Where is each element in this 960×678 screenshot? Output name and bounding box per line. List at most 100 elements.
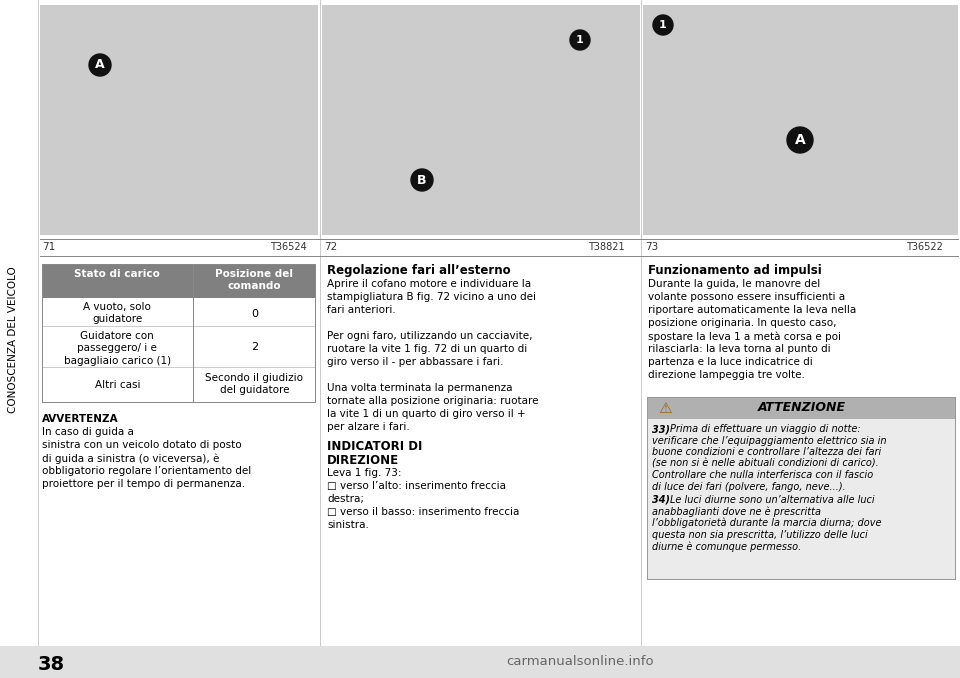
Text: 1: 1 xyxy=(660,20,667,30)
Text: sinistra con un veicolo dotato di posto: sinistra con un veicolo dotato di posto xyxy=(42,440,242,450)
Text: ATTENZIONE: ATTENZIONE xyxy=(757,401,846,414)
Bar xyxy=(641,0,642,648)
Text: questa non sia prescritta, l’utilizzo delle luci: questa non sia prescritta, l’utilizzo de… xyxy=(652,530,868,540)
Text: riportare automaticamente la leva nella: riportare automaticamente la leva nella xyxy=(648,305,856,315)
Text: 0: 0 xyxy=(251,309,258,319)
Text: 73: 73 xyxy=(645,242,659,252)
Text: carmanualsonline.info: carmanualsonline.info xyxy=(506,655,654,668)
Text: 38: 38 xyxy=(38,655,65,674)
Text: ⚠: ⚠ xyxy=(659,401,672,416)
Text: In caso di guida a: In caso di guida a xyxy=(42,427,133,437)
Text: A: A xyxy=(795,133,805,147)
Text: (se non si è nelle abituali condizioni di carico).: (se non si è nelle abituali condizioni d… xyxy=(652,458,878,468)
Text: posizione originaria. In questo caso,: posizione originaria. In questo caso, xyxy=(648,318,836,328)
Text: obbligatorio regolare l’orientamento del: obbligatorio regolare l’orientamento del xyxy=(42,466,252,476)
Text: Funzionamento ad impulsi: Funzionamento ad impulsi xyxy=(648,264,822,277)
Text: CONOSCENZA DEL VEICOLO: CONOSCENZA DEL VEICOLO xyxy=(8,266,18,414)
Text: tornate alla posizione originaria: ruotare: tornate alla posizione originaria: ruota… xyxy=(327,396,539,406)
Bar xyxy=(0,0,38,678)
Text: 1: 1 xyxy=(576,35,584,45)
Text: direzione lampeggia tre volte.: direzione lampeggia tre volte. xyxy=(648,370,804,380)
Text: proiettore per il tempo di permanenza.: proiettore per il tempo di permanenza. xyxy=(42,479,245,489)
Text: Altri casi: Altri casi xyxy=(95,380,140,390)
Text: Guidatore con
passeggero/ i e
bagagliaio carico (1): Guidatore con passeggero/ i e bagagliaio… xyxy=(63,331,171,366)
Text: Le luci diurne sono un’alternativa alle luci: Le luci diurne sono un’alternativa alle … xyxy=(670,495,875,505)
Bar xyxy=(193,264,194,402)
Bar xyxy=(322,5,640,235)
Text: spostare la leva 1 a metà corsa e poi: spostare la leva 1 a metà corsa e poi xyxy=(648,331,841,342)
Text: Aprire il cofano motore e individuare la: Aprire il cofano motore e individuare la xyxy=(327,279,531,289)
Text: per alzare i fari.: per alzare i fari. xyxy=(327,422,410,432)
Bar xyxy=(647,397,956,398)
Text: 33): 33) xyxy=(652,424,670,434)
Text: AVVERTENZA: AVVERTENZA xyxy=(42,414,119,424)
Bar xyxy=(647,579,956,580)
Circle shape xyxy=(570,30,590,50)
Bar xyxy=(647,397,956,419)
Text: Posizione del
comando: Posizione del comando xyxy=(215,269,294,292)
Circle shape xyxy=(411,169,433,191)
Bar xyxy=(42,368,316,402)
Text: stampigliatura B fig. 72 vicino a uno dei: stampigliatura B fig. 72 vicino a uno de… xyxy=(327,292,536,302)
Text: T36522: T36522 xyxy=(906,242,943,252)
Text: diurne è comunque permesso.: diurne è comunque permesso. xyxy=(652,541,802,551)
Text: 71: 71 xyxy=(42,242,56,252)
Text: Prima di effettuare un viaggio di notte:: Prima di effettuare un viaggio di notte: xyxy=(670,424,860,434)
Text: fari anteriori.: fari anteriori. xyxy=(327,305,396,315)
Bar xyxy=(647,397,648,579)
Text: A vuoto, solo
guidatore: A vuoto, solo guidatore xyxy=(84,302,152,324)
Bar xyxy=(0,646,960,678)
Text: volante possono essere insufficienti a: volante possono essere insufficienti a xyxy=(648,292,845,302)
Bar xyxy=(42,402,316,403)
Text: verificare che l’equipaggiamento elettrico sia in: verificare che l’equipaggiamento elettri… xyxy=(652,435,886,445)
Text: INDICATORI DI: INDICATORI DI xyxy=(327,440,422,453)
Text: 34): 34) xyxy=(652,495,670,505)
Text: T38821: T38821 xyxy=(588,242,625,252)
Text: anabbaglianti dove ne è prescritta: anabbaglianti dove ne è prescritta xyxy=(652,506,821,517)
Text: □ verso l’alto: inserimento freccia: □ verso l’alto: inserimento freccia xyxy=(327,481,506,491)
Text: ruotare la vite 1 fig. 72 di un quarto di: ruotare la vite 1 fig. 72 di un quarto d… xyxy=(327,344,527,354)
Text: partenza e la luce indicatrice di: partenza e la luce indicatrice di xyxy=(648,357,813,367)
Bar xyxy=(42,264,316,265)
Bar xyxy=(40,256,959,257)
Bar xyxy=(42,264,193,298)
Circle shape xyxy=(653,15,673,35)
Text: di guida a sinistra (o viceversa), è: di guida a sinistra (o viceversa), è xyxy=(42,453,220,464)
Bar xyxy=(643,5,958,235)
Text: Leva 1 fig. 73:: Leva 1 fig. 73: xyxy=(327,468,401,478)
Text: Stato di carico: Stato di carico xyxy=(75,269,160,279)
Text: 2: 2 xyxy=(251,342,258,352)
Text: la vite 1 di un quarto di giro verso il +: la vite 1 di un quarto di giro verso il … xyxy=(327,409,526,419)
Text: 72: 72 xyxy=(324,242,337,252)
Text: B: B xyxy=(418,174,427,186)
Bar xyxy=(42,298,316,326)
Text: sinistra.: sinistra. xyxy=(327,520,369,530)
Bar xyxy=(38,0,39,648)
Text: Durante la guida, le manovre del: Durante la guida, le manovre del xyxy=(648,279,820,289)
Text: l’obbligatorietà durante la marcia diurna; dove: l’obbligatorietà durante la marcia diurn… xyxy=(652,518,881,528)
Text: T36524: T36524 xyxy=(270,242,307,252)
Bar xyxy=(320,0,321,648)
Bar xyxy=(193,264,316,298)
Circle shape xyxy=(89,54,111,76)
Bar xyxy=(315,264,316,402)
Bar xyxy=(42,326,316,327)
Circle shape xyxy=(787,127,813,153)
Bar xyxy=(42,327,316,367)
Text: giro verso il - per abbassare i fari.: giro verso il - per abbassare i fari. xyxy=(327,357,503,367)
Text: Controllare che nulla interferisca con il fascio: Controllare che nulla interferisca con i… xyxy=(652,470,874,480)
Text: □ verso il basso: inserimento freccia: □ verso il basso: inserimento freccia xyxy=(327,507,519,517)
Text: rilasciarla: la leva torna al punto di: rilasciarla: la leva torna al punto di xyxy=(648,344,830,354)
Bar xyxy=(40,239,959,240)
Bar xyxy=(42,264,43,402)
Text: Una volta terminata la permanenza: Una volta terminata la permanenza xyxy=(327,383,513,393)
Text: di luce dei fari (polvere, fango, neve...).: di luce dei fari (polvere, fango, neve..… xyxy=(652,481,846,492)
Bar xyxy=(40,5,318,235)
Text: Secondo il giudizio
del guidatore: Secondo il giudizio del guidatore xyxy=(205,373,303,395)
Text: buone condizioni e controllare l’altezza dei fari: buone condizioni e controllare l’altezza… xyxy=(652,447,881,457)
Bar xyxy=(955,397,956,579)
Text: destra;: destra; xyxy=(327,494,364,504)
Bar xyxy=(647,419,956,579)
Text: DIREZIONE: DIREZIONE xyxy=(327,454,399,467)
Text: Per ogni faro, utilizzando un cacciavite,: Per ogni faro, utilizzando un cacciavite… xyxy=(327,331,533,341)
